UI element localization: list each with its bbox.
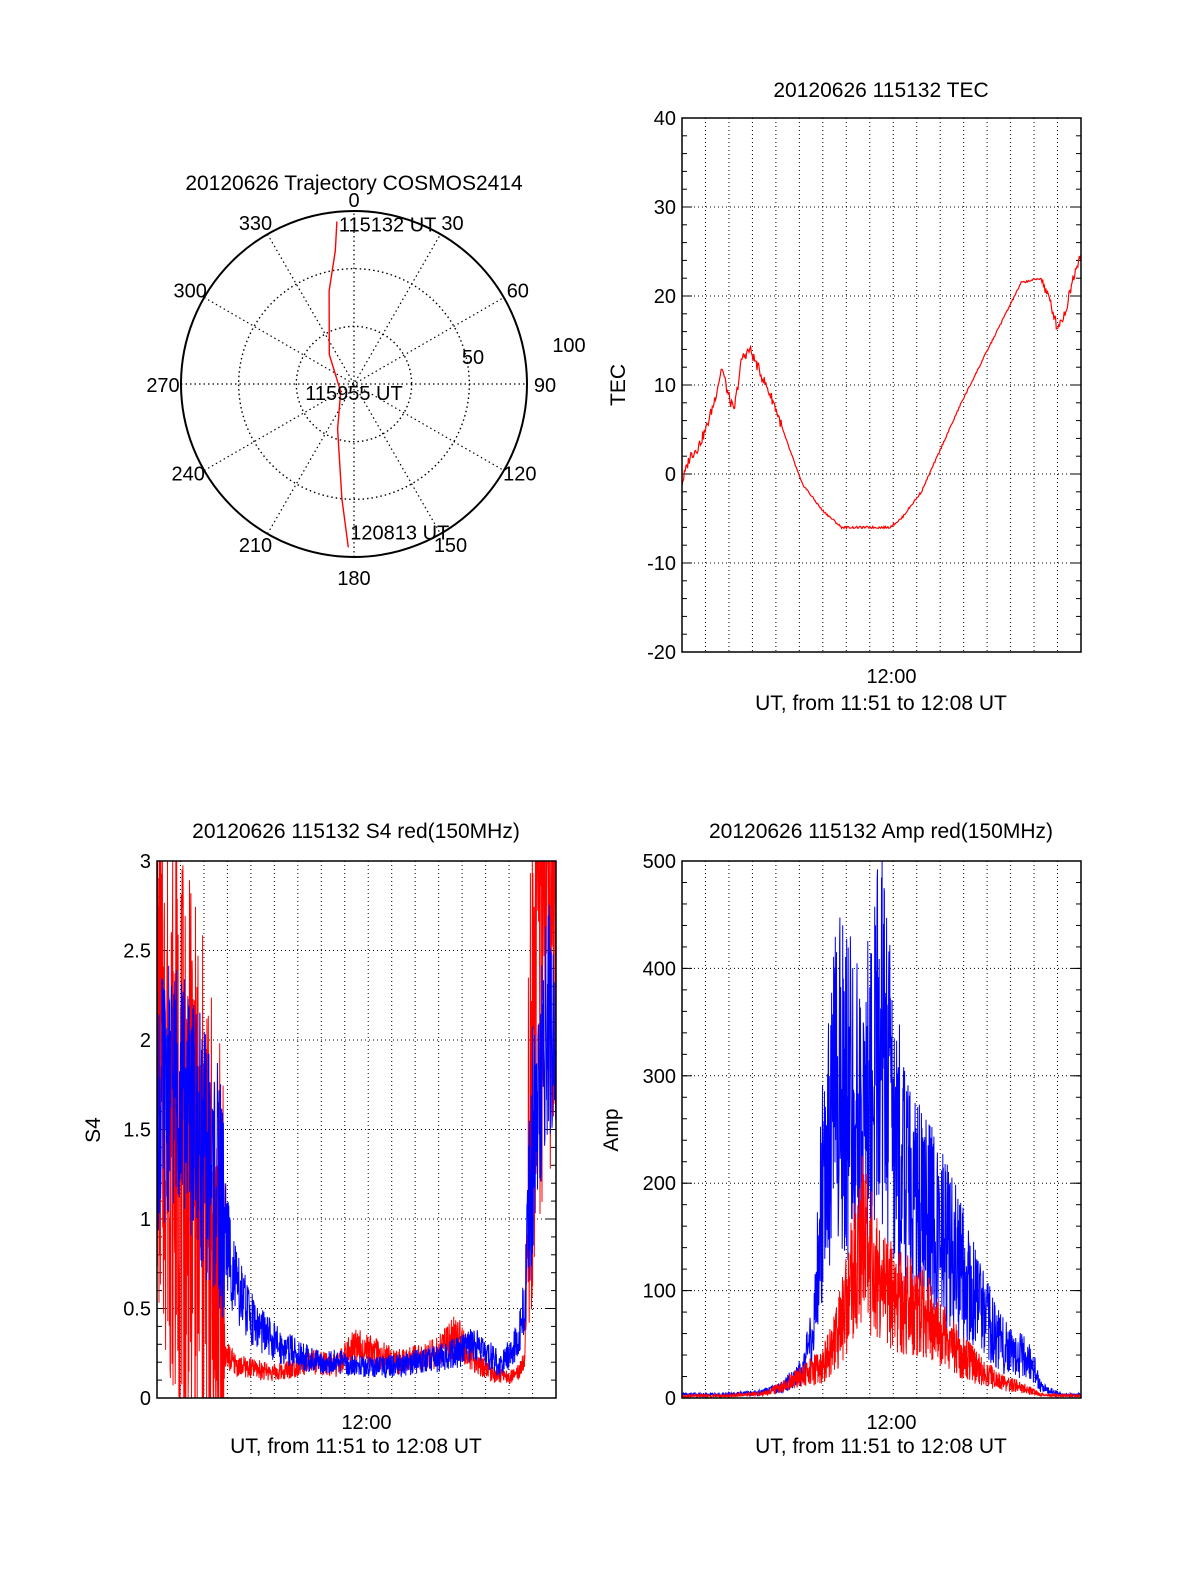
y-tick-label: -10 <box>647 553 676 575</box>
polar-annotation: 120813 UT <box>350 522 449 544</box>
series-line <box>681 1155 1082 1400</box>
polar-annotation: 115132 UT <box>339 215 436 237</box>
y-tick-label: 1 <box>140 1209 151 1231</box>
x-tick-label: 12:00 <box>341 1412 391 1434</box>
polar-ring <box>295 325 413 443</box>
polar-spoke <box>203 296 505 472</box>
amp-xlabel: UT, from 11:51 to 12:08 UT <box>755 1435 1007 1458</box>
polar-angle-label: 180 <box>337 568 370 590</box>
y-tick-label: 0 <box>665 464 676 486</box>
y-tick-label: 0.5 <box>123 1299 151 1321</box>
y-tick-label: 0 <box>665 1388 676 1410</box>
y-tick-label: 1.5 <box>123 1120 151 1142</box>
s4-ylabel: S4 <box>82 1117 105 1143</box>
polar-angle-label: 90 <box>534 375 556 397</box>
y-tick-label: 200 <box>643 1173 676 1195</box>
plot-frame <box>156 860 557 1399</box>
polar-trajectory-line <box>328 221 349 548</box>
y-tick-label: -20 <box>647 642 676 664</box>
tec-title: 20120626 115132 TEC <box>773 79 988 102</box>
polar-spoke <box>203 296 505 472</box>
polar-angle-label: 30 <box>441 213 463 235</box>
series-line <box>681 254 1082 530</box>
y-tick-label: 40 <box>654 108 676 130</box>
y-tick-label: 30 <box>654 197 676 219</box>
polar-title: 20120626 Trajectory COSMOS2414 <box>185 172 523 195</box>
amp-title: 20120626 115132 Amp red(150MHz) <box>709 820 1053 843</box>
series-line <box>681 860 1082 1399</box>
y-tick-label: 100 <box>643 1281 676 1303</box>
polar-outer-ring <box>180 210 528 558</box>
plot-frame <box>681 117 1082 653</box>
y-tick-label: 2.5 <box>123 941 151 963</box>
s4-title: 20120626 115132 S4 red(150MHz) <box>192 820 520 843</box>
x-tick-label: 12:00 <box>866 1412 916 1434</box>
polar-trajectory-chart: 20120626 Trajectory COSMOS2414 0 30 60 90 12… <box>146 172 585 590</box>
plot-frame <box>681 860 1082 1399</box>
y-tick-label: 2 <box>140 1030 151 1052</box>
series-line <box>156 904 557 1379</box>
polar-radius-label: 50 <box>462 347 484 369</box>
polar-angle-label: 120 <box>503 464 536 486</box>
x-tick-label: 12:00 <box>866 666 916 688</box>
polar-annotation: 115955 UT <box>305 383 402 405</box>
y-tick-label: 400 <box>643 958 676 980</box>
polar-radius-label: 100 <box>552 335 585 357</box>
s4-xlabel: UT, from 11:51 to 12:08 UT <box>230 1435 482 1458</box>
amp-ylabel: Amp <box>600 1108 623 1151</box>
y-tick-label: 300 <box>643 1066 676 1088</box>
polar-angle-label: 210 <box>239 535 272 557</box>
polar-spoke <box>266 233 442 535</box>
tec-chart: 20120626 115132 TEC UT, from 11:51 to 12… <box>607 79 1082 715</box>
polar-angle-label: 240 <box>171 464 204 486</box>
tec-ylabel: TEC <box>607 364 630 406</box>
s4-chart: 20120626 115132 S4 red(150MHz) UT, from … <box>82 820 557 1458</box>
polar-angle-label: 0 <box>348 190 359 212</box>
polar-ring <box>237 267 471 501</box>
y-tick-label: 20 <box>654 286 676 308</box>
tec-xlabel: UT, from 11:51 to 12:08 UT <box>755 692 1007 715</box>
polar-angle-label: 270 <box>146 375 179 397</box>
y-tick-label: 0 <box>140 1388 151 1410</box>
polar-angle-label: 330 <box>239 213 272 235</box>
polar-angle-label: 60 <box>507 281 529 303</box>
y-tick-label: 3 <box>140 851 151 873</box>
polar-angle-label: 300 <box>173 281 206 303</box>
amp-chart: 20120626 115132 Amp red(150MHz) UT, from… <box>600 820 1082 1458</box>
y-tick-label: 10 <box>654 375 676 397</box>
y-tick-label: 500 <box>643 851 676 873</box>
polar-angle-label: 150 <box>434 535 467 557</box>
